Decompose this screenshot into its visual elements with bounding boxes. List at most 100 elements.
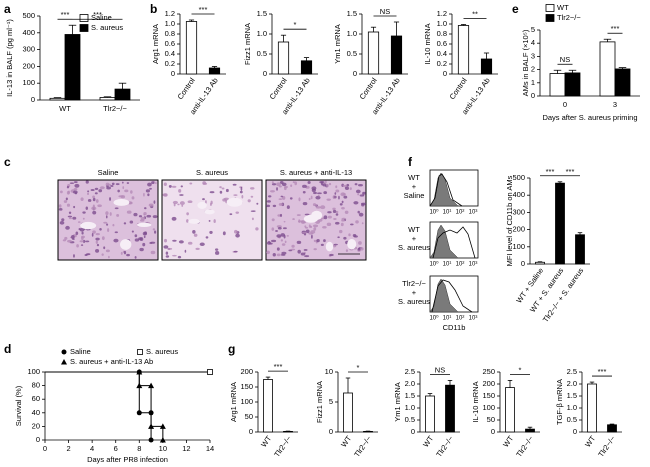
significance-label: *: [357, 363, 360, 372]
y-tick-label: 5: [531, 25, 535, 34]
histology-image: [161, 179, 263, 261]
tissue-cell: [140, 216, 146, 220]
x-tick-label: Control: [176, 76, 197, 101]
y-tick-label: 100: [240, 397, 253, 406]
tissue-cell: [126, 182, 130, 184]
row-label: WT: [408, 173, 420, 182]
y-tick-label: 1.0: [567, 403, 577, 412]
point: [159, 437, 166, 443]
tissue-cell: [209, 202, 212, 206]
error-bar: [507, 379, 513, 388]
tissue-cell: [332, 207, 336, 211]
tissue-cell: [61, 218, 65, 222]
tissue-cell: [310, 234, 313, 239]
tissue-cell: [340, 222, 344, 227]
y-axis-label: MFI level of CD11b on AMs: [505, 175, 514, 266]
tissue-cell: [138, 215, 143, 218]
tissue-cell: [267, 240, 271, 243]
airspace: [113, 198, 130, 206]
bar: [505, 387, 515, 433]
tissue-cell: [361, 222, 364, 225]
tissue-cell: [87, 190, 90, 193]
tissue-cell: [313, 227, 317, 231]
legend-swatch: [79, 24, 89, 32]
tissue-cell: [152, 228, 156, 231]
airspace: [347, 238, 357, 250]
x-tick-label: 2: [66, 444, 70, 453]
y-tick-label: 2: [531, 65, 535, 74]
significance-label: **: [472, 9, 478, 18]
tissue-cell: [310, 195, 313, 200]
x-axis-label: Days after S. aureus priming: [542, 113, 637, 122]
tissue-cell: [181, 204, 184, 207]
tissue-cell: [335, 189, 340, 193]
y-tick-label: 0: [443, 69, 447, 78]
tissue-cell: [92, 210, 97, 215]
error-bar: [577, 232, 583, 235]
tissue-cell: [172, 200, 178, 205]
flow-tick-label: 10³: [469, 210, 478, 216]
bar: [525, 428, 535, 433]
x-tick-label: WT: [583, 434, 597, 449]
error-bar: [370, 26, 377, 32]
legend-marker: [137, 349, 143, 355]
bar: [367, 31, 380, 75]
y-axis-label: Fizz1 mRNA: [315, 381, 324, 423]
tissue-cell: [281, 251, 287, 255]
y-tick-label: 1.5: [347, 9, 357, 18]
tissue-cell: [180, 185, 183, 188]
panel-label: g: [228, 342, 235, 356]
error-bar: [393, 21, 400, 36]
tissue-cell: [67, 215, 73, 218]
tissue-cell: [340, 192, 346, 197]
tissue-cell: [290, 184, 293, 188]
tissue-cell: [101, 253, 104, 256]
y-tick-label: 50: [487, 415, 495, 424]
tissue-cell: [138, 237, 143, 241]
tissue-cell: [266, 250, 270, 255]
tissue-cell: [99, 227, 102, 231]
tissue-cell: [117, 189, 120, 193]
legend-label: S. aureus + anti-IL-13 Ab: [70, 357, 153, 366]
y-tick-label: 0: [329, 427, 333, 436]
tissue-cell: [315, 206, 321, 209]
legend-swatch: [545, 4, 555, 12]
tissue-cell: [302, 201, 308, 206]
tissue-cell: [115, 183, 120, 186]
x-tick-label: Tlr2−/−: [352, 434, 373, 459]
tissue-cell: [109, 197, 112, 201]
bar: [564, 72, 581, 97]
significance-label: ***: [274, 362, 283, 371]
tissue-cell: [82, 217, 85, 220]
tissue-cell: [233, 194, 238, 196]
tissue-cell: [335, 213, 339, 216]
tissue-cell: [229, 213, 233, 216]
airspace: [136, 222, 152, 228]
tissue-cell: [124, 189, 129, 193]
tissue-cell: [62, 239, 67, 242]
y-tick-label: 2.5: [567, 367, 577, 376]
tissue-cell: [78, 227, 81, 231]
tissue-cell: [153, 200, 156, 204]
tissue-cell: [357, 247, 361, 251]
tissue-cell: [134, 255, 137, 259]
tissue-cell: [71, 235, 75, 239]
tissue-cell: [316, 239, 320, 243]
tissue-cell: [219, 186, 222, 189]
bar: [480, 58, 493, 75]
y-tick-label: 1.0: [437, 19, 447, 28]
tissue-cell: [344, 210, 349, 215]
tissue-cell: [283, 234, 286, 239]
tissue-cell: [187, 200, 193, 203]
tissue-cell: [81, 231, 84, 235]
panel-label: f: [408, 155, 413, 169]
tissue-cell: [121, 181, 124, 184]
flow-tick-label: 10¹: [443, 210, 452, 216]
tissue-cell: [80, 197, 84, 202]
tissue-cell: [320, 205, 326, 210]
tissue-cell: [205, 236, 209, 239]
x-tick-label: Tlr2−/−: [272, 434, 293, 459]
bar: [99, 97, 116, 101]
significance-label: ***: [611, 24, 620, 33]
tissue-cell: [177, 203, 180, 206]
